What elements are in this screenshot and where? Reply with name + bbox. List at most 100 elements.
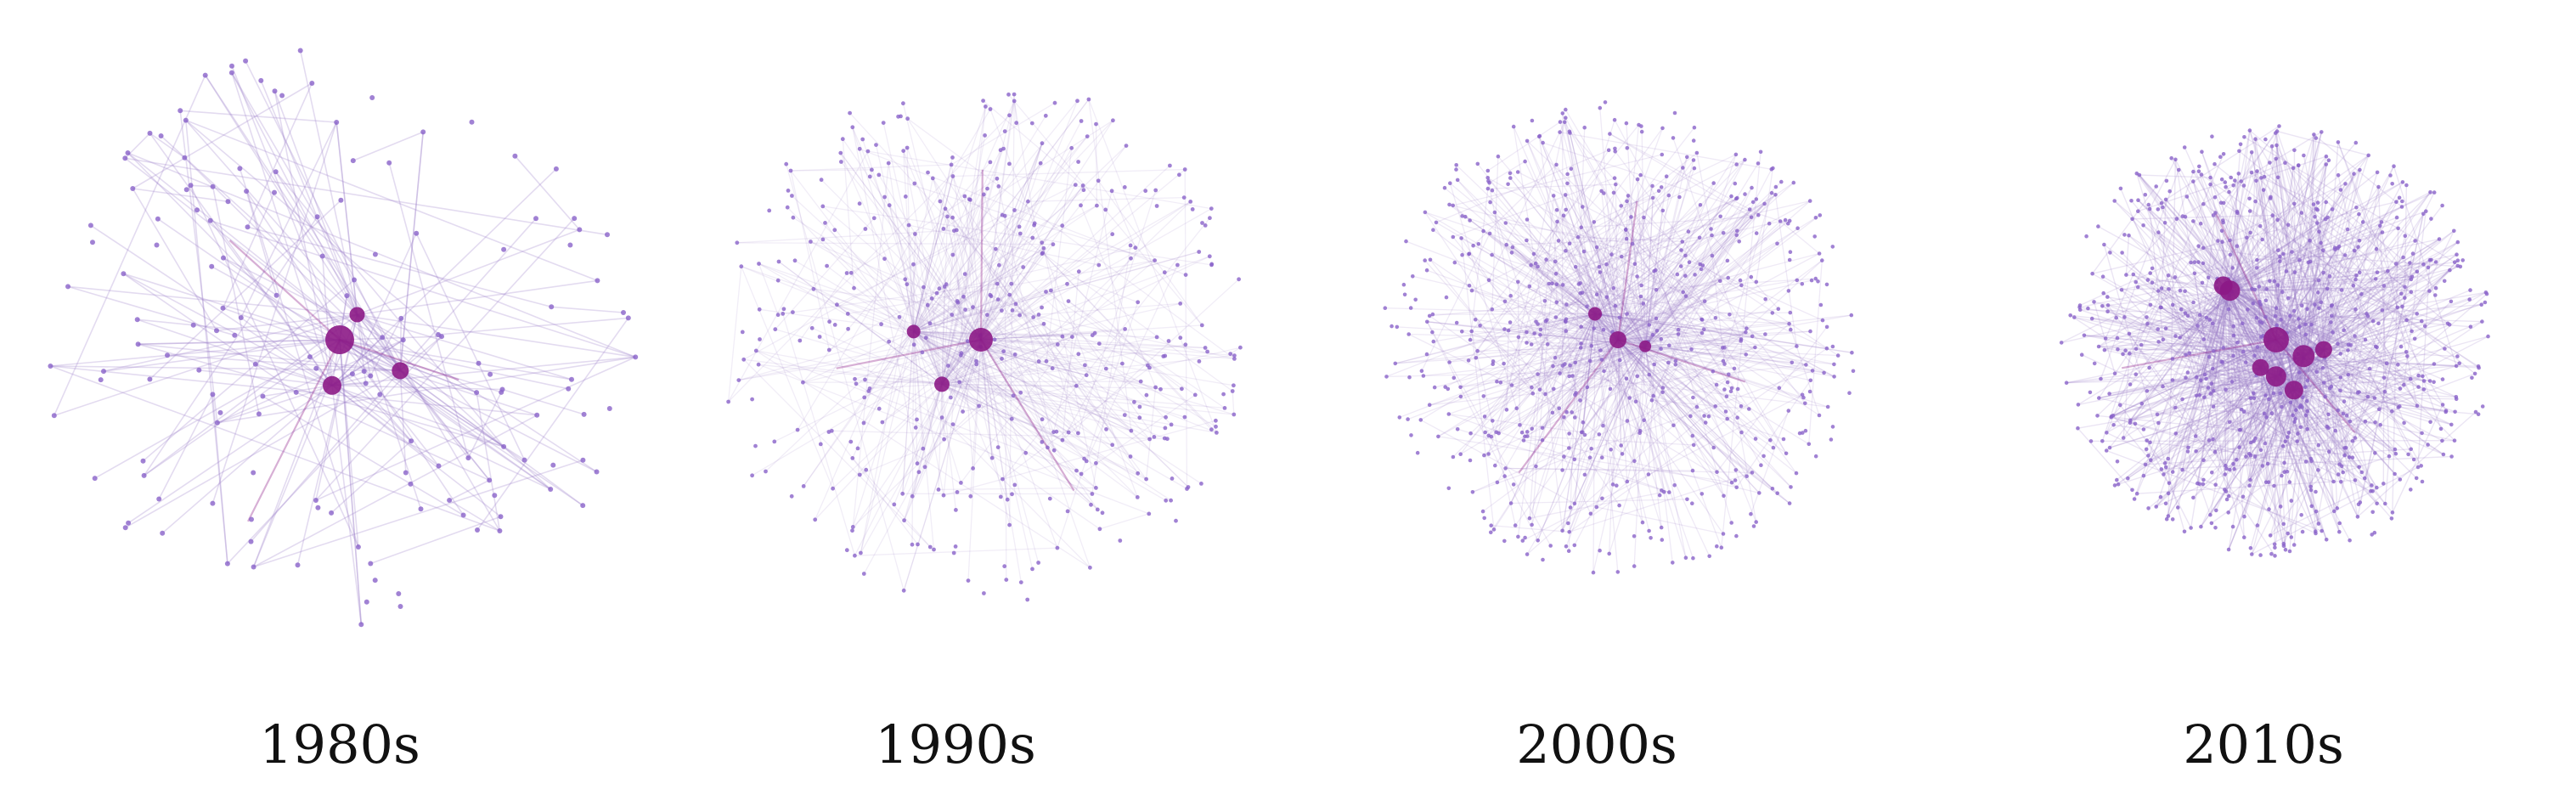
network-node bbox=[2178, 335, 2182, 340]
network-node bbox=[2367, 366, 2372, 371]
network-edge bbox=[1407, 339, 1619, 420]
network-node bbox=[1637, 431, 1642, 436]
network-node bbox=[606, 406, 612, 411]
network-edge bbox=[2293, 347, 2377, 391]
network-node bbox=[1475, 349, 1480, 353]
network-edge bbox=[2236, 212, 2277, 341]
network-node bbox=[1530, 118, 1535, 123]
network-edge bbox=[1584, 346, 1646, 476]
network-edge bbox=[941, 383, 1182, 390]
network-node bbox=[2419, 464, 2423, 468]
network-node bbox=[1625, 479, 1630, 484]
network-node bbox=[2316, 522, 2321, 526]
network-edge bbox=[913, 251, 1199, 333]
network-edge bbox=[2143, 367, 2262, 476]
network-node bbox=[2248, 440, 2253, 445]
network-node bbox=[2275, 217, 2280, 223]
network-node bbox=[1722, 493, 1726, 499]
network-edge bbox=[1613, 288, 1619, 341]
network-edge bbox=[2303, 355, 2455, 413]
network-node bbox=[927, 544, 933, 550]
network-node bbox=[2297, 257, 2302, 262]
network-node bbox=[1588, 511, 1593, 516]
panel-label-1990s: 1990s bbox=[875, 713, 1036, 775]
network-node bbox=[2258, 223, 2263, 228]
network-node bbox=[2275, 283, 2280, 288]
network-edge bbox=[1581, 313, 1596, 432]
network-edge bbox=[1627, 195, 1679, 330]
network-edge bbox=[2138, 200, 2224, 286]
network-node bbox=[1527, 516, 1532, 521]
hub-node bbox=[392, 362, 409, 380]
network-node bbox=[955, 299, 960, 303]
network-edge bbox=[1617, 228, 1711, 341]
network-edge bbox=[1038, 302, 1181, 316]
network-node bbox=[2315, 200, 2320, 205]
network-node bbox=[1423, 210, 1428, 215]
network-node bbox=[2169, 155, 2173, 161]
network-node bbox=[2486, 334, 2490, 339]
network-edge bbox=[2229, 290, 2333, 333]
network-edge bbox=[913, 330, 1171, 501]
network-edge bbox=[2229, 290, 2367, 315]
hub-node bbox=[2284, 381, 2303, 400]
network-node bbox=[1625, 312, 1629, 316]
network-edge bbox=[2293, 421, 2312, 460]
network-edge bbox=[941, 383, 1063, 441]
network-node bbox=[726, 399, 730, 404]
network-node bbox=[1487, 231, 1492, 236]
network-node bbox=[900, 491, 905, 496]
network-edge bbox=[941, 383, 1138, 474]
network-node bbox=[2314, 531, 2318, 536]
network-node bbox=[2390, 182, 2394, 186]
network-node bbox=[2211, 388, 2216, 393]
network-node bbox=[1579, 341, 1583, 346]
network-edge bbox=[1491, 525, 1570, 533]
network-edge bbox=[1509, 178, 1646, 347]
network-node bbox=[1181, 195, 1187, 200]
network-edge bbox=[790, 164, 952, 172]
network-edge bbox=[189, 184, 359, 548]
network-edge bbox=[1594, 159, 1745, 314]
network-edge bbox=[2217, 240, 2304, 357]
network-node bbox=[1610, 482, 1615, 487]
network-node bbox=[795, 427, 800, 432]
network-node bbox=[1660, 386, 1666, 390]
network-node bbox=[2291, 413, 2295, 418]
network-node bbox=[1122, 185, 1127, 189]
network-node bbox=[1508, 294, 1513, 298]
network-node bbox=[2112, 199, 2117, 203]
network-node bbox=[2442, 279, 2447, 284]
network-edge bbox=[2314, 186, 2380, 532]
network-edge bbox=[2275, 376, 2292, 538]
network-node bbox=[2411, 457, 2416, 462]
network-node bbox=[1487, 180, 1491, 185]
network-edge bbox=[2114, 388, 2425, 487]
network-node bbox=[985, 186, 989, 191]
network-node bbox=[1154, 335, 1159, 340]
network-edge bbox=[1491, 198, 1737, 310]
network-node bbox=[2272, 483, 2276, 488]
network-edge bbox=[2175, 352, 2342, 435]
network-node bbox=[1756, 212, 1761, 217]
network-node bbox=[1454, 163, 1458, 167]
network-node bbox=[2370, 483, 2374, 488]
network-node bbox=[1481, 228, 1485, 234]
network-node bbox=[861, 420, 866, 426]
network-node bbox=[1463, 214, 1468, 219]
network-node bbox=[1707, 554, 1711, 559]
network-edge bbox=[1644, 346, 1687, 558]
network-node bbox=[475, 527, 480, 533]
network-node bbox=[1490, 252, 1494, 257]
network-node bbox=[2342, 399, 2347, 404]
network-node bbox=[826, 347, 831, 352]
network-edge bbox=[831, 430, 1168, 440]
network-edge bbox=[2260, 241, 2459, 369]
network-node bbox=[2410, 329, 2414, 334]
network-edge bbox=[2199, 314, 2325, 351]
network-edge bbox=[2293, 307, 2398, 391]
network-edge bbox=[1594, 313, 1725, 348]
network-node bbox=[1694, 150, 1699, 155]
network-edge bbox=[2151, 282, 2325, 351]
network-edge bbox=[2271, 146, 2301, 373]
